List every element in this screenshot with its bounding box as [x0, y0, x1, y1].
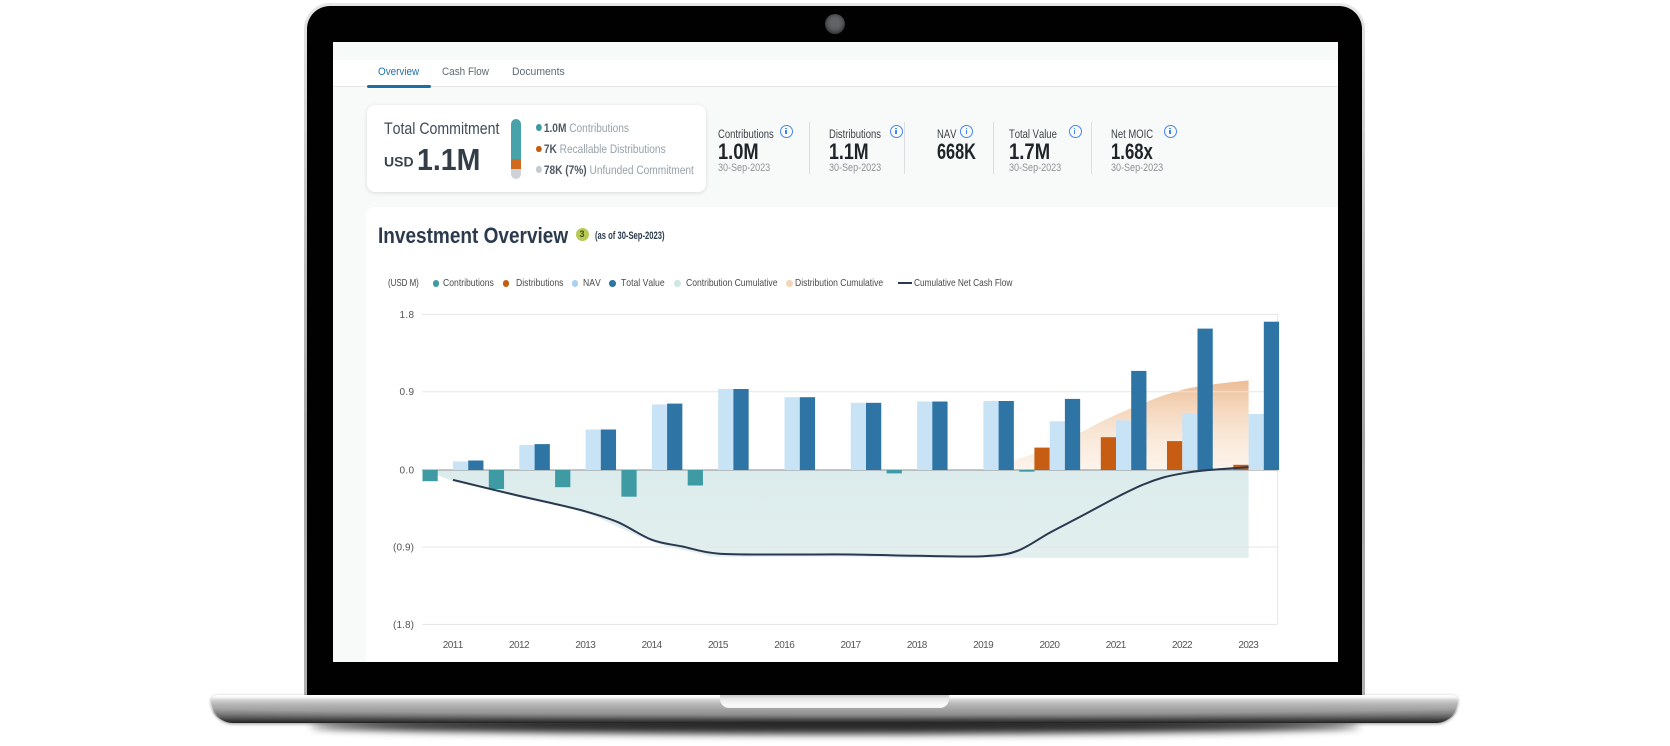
svg-text:(1.8): (1.8) — [393, 620, 414, 631]
svg-text:2021: 2021 — [1106, 640, 1127, 651]
svg-text:2022: 2022 — [1172, 640, 1193, 651]
svg-text:2020: 2020 — [1039, 640, 1060, 651]
svg-text:2019: 2019 — [973, 640, 994, 651]
svg-text:2016: 2016 — [774, 640, 795, 651]
svg-text:2013: 2013 — [575, 640, 596, 651]
svg-text:2011: 2011 — [443, 640, 464, 651]
svg-text:2014: 2014 — [642, 640, 663, 651]
svg-text:0.9: 0.9 — [400, 387, 415, 398]
svg-text:(0.9): (0.9) — [393, 542, 414, 553]
svg-text:2023: 2023 — [1238, 640, 1259, 651]
svg-text:2018: 2018 — [907, 640, 928, 651]
svg-text:2017: 2017 — [841, 640, 862, 651]
svg-text:1.8: 1.8 — [400, 310, 415, 321]
svg-text:2012: 2012 — [509, 640, 530, 651]
svg-text:0.0: 0.0 — [400, 465, 415, 476]
svg-text:2015: 2015 — [708, 640, 729, 651]
